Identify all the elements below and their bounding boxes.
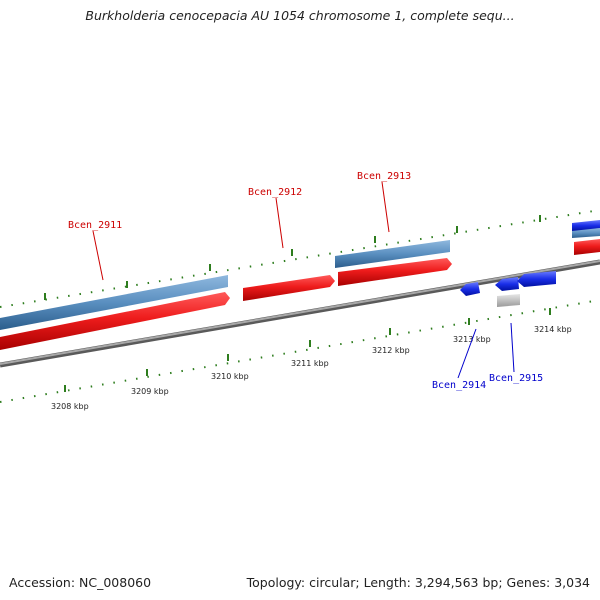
gene-labels: Bcen_2911 Bcen_2912 Bcen_2913 Bcen_2914 … (68, 171, 543, 391)
gene-label-bcen-2913[interactable]: Bcen_2913 (357, 171, 411, 182)
inner-tick-ring (0, 299, 600, 403)
gene-label-bcen-2911[interactable]: Bcen_2911 (68, 220, 122, 231)
topology-summary: Topology: circular; Length: 3,294,563 bp… (246, 575, 590, 590)
scale-label: 3209 kbp (131, 387, 169, 396)
cds-arrow[interactable] (0, 292, 230, 350)
gene-bar[interactable] (572, 228, 600, 238)
scale-label: 3210 kbp (211, 372, 249, 381)
gene-bars (0, 228, 600, 330)
gene-label-bcen-2912[interactable]: Bcen_2912 (248, 187, 302, 198)
outer-tick-ring (0, 209, 600, 308)
cds-arrow[interactable] (460, 282, 480, 296)
forward-cds (0, 239, 600, 350)
cds-arrow[interactable] (517, 271, 556, 287)
cds-arrow[interactable] (495, 277, 519, 291)
sequence-backbone (0, 259, 600, 368)
map-title: Burkholderia cenocepacia AU 1054 chromos… (85, 8, 515, 23)
gene-label-bcen-2915[interactable]: Bcen_2915 (489, 373, 543, 384)
pseudo-feature[interactable] (497, 294, 520, 307)
scale-labels: 3208 kbp 3209 kbp 3210 kbp 3211 kbp 3212… (51, 325, 572, 411)
cds-arrow[interactable] (338, 258, 452, 286)
scale-label: 3211 kbp (291, 359, 329, 368)
cds-arrow[interactable] (574, 239, 600, 255)
cds-arrow[interactable] (572, 220, 600, 231)
accession-text: Accession: NC_008060 (9, 575, 152, 590)
cds-arrow[interactable] (243, 275, 335, 301)
gene-bar[interactable] (335, 240, 450, 268)
gene-bar[interactable] (0, 275, 228, 330)
gene-label-bcen-2914[interactable]: Bcen_2914 (432, 380, 486, 391)
reverse-cds (460, 220, 600, 307)
scale-label: 3214 kbp (534, 325, 572, 334)
scale-label: 3208 kbp (51, 402, 89, 411)
label-leaders (92, 181, 515, 379)
scale-label: 3212 kbp (372, 346, 410, 355)
